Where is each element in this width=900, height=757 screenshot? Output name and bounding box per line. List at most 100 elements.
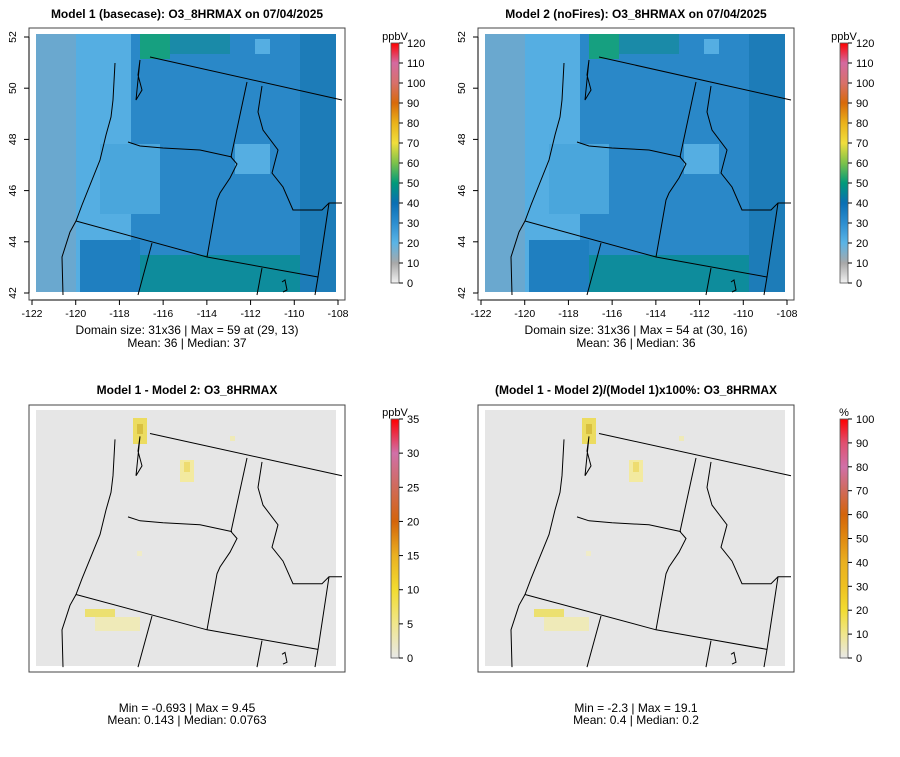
- id-wy-border: [314, 576, 330, 668]
- id-wy-border: [763, 202, 779, 296]
- colorbar: % 0 10 20 30 40 50 60 70 80 90 100: [839, 407, 874, 665]
- stats-line: Min = -0.693 | Max = 9.45: [119, 701, 256, 715]
- colorbar-tick-label: 110: [856, 58, 874, 70]
- southern-border: [524, 594, 768, 650]
- grid-cell-block: [184, 462, 190, 472]
- colorbar-tick-label: 110: [407, 58, 425, 70]
- canada-border: [598, 433, 792, 477]
- colorbar-tick-label: 50: [407, 178, 419, 190]
- colorbar-tick-label: 0: [407, 278, 413, 290]
- colorbar-tick-label: 120: [407, 38, 425, 50]
- colorbar-tick-label: 10: [856, 629, 868, 641]
- colorbar-tick-label: 30: [407, 218, 419, 230]
- wa-id-border: [230, 457, 248, 532]
- wa-id-border: [230, 81, 248, 158]
- x-tick-label: -116: [153, 308, 173, 320]
- x-tick-label: -112: [240, 308, 260, 320]
- colorbar-tick-label: 0: [407, 653, 413, 665]
- ca-nv-border: [137, 615, 153, 668]
- colorbar-tick-label: 20: [407, 238, 419, 250]
- panel-model1: Model 1 (basecase): O3_8HRMAX on 07/04/2…: [7, 7, 425, 350]
- x-tick-label: -110: [284, 308, 304, 320]
- nv-ut-border: [256, 640, 263, 668]
- salt-lake: [281, 651, 288, 665]
- x-tick-label: -116: [602, 308, 622, 320]
- colorbar-tick-label: 0: [856, 653, 862, 665]
- grid-cell-block: [534, 609, 564, 617]
- boundaries: [510, 56, 792, 296]
- nv-ut-border: [705, 640, 712, 668]
- colorbar: ppbV 0 10 20 30 40 50 60 70 80 90 100 110 120: [831, 31, 874, 290]
- x-tick-label: -108: [327, 308, 348, 320]
- grid-cell-block: [230, 436, 235, 441]
- grid-cell-block: [589, 34, 619, 59]
- stats-line: Domain size: 31x36 | Max = 54 at (30, 16…: [525, 323, 748, 337]
- x-axis: -122 -120 -118 -116 -114 -112 -110 -108: [21, 299, 349, 320]
- grid-cell-block: [100, 144, 160, 214]
- puget-sound: [135, 436, 143, 476]
- grid-cell-block: [749, 34, 785, 292]
- grid-cell-block: [549, 144, 609, 214]
- grid-cell-block: [95, 617, 140, 631]
- panel-title: Model 1 - Model 2: O3_8HRMAX: [97, 383, 278, 397]
- y-tick-label: 50: [7, 82, 19, 94]
- x-tick-label: -118: [109, 308, 129, 320]
- colorbar-tick-label: 100: [407, 78, 425, 90]
- panel-title: Model 2 (noFires): O3_8HRMAX on 07/04/20…: [505, 7, 767, 21]
- colorbar-tick-label: 20: [856, 238, 868, 250]
- grid-cell-block: [170, 34, 230, 54]
- grid-cell-block: [704, 39, 719, 54]
- colorbar-tick-label: 30: [856, 581, 868, 593]
- id-mt-border: [706, 461, 791, 585]
- colorbar-tick-label: 80: [407, 118, 419, 130]
- y-tick-label: 50: [456, 82, 468, 94]
- colorbar-gradient: [839, 42, 849, 284]
- grid-cell-block: [140, 34, 170, 59]
- colorbar-unit: ppbV: [382, 31, 408, 43]
- colorbar-tick-label: 20: [407, 516, 419, 528]
- grid-cell-block: [679, 436, 684, 441]
- boundaries: [510, 433, 792, 668]
- colorbar-tick-label: 70: [856, 138, 868, 150]
- grid-cell-block: [485, 34, 525, 292]
- or-id-border: [206, 531, 238, 630]
- colorbar-tick-label: 60: [407, 158, 419, 170]
- stats-line: Mean: 0.143 | Median: 0.0763: [107, 713, 267, 727]
- y-tick-label: 52: [456, 31, 468, 43]
- southern-border: [75, 594, 319, 650]
- panel-diff: Model 1 - Model 2: O3_8HRMAX Min = -0.693…: [28, 383, 419, 727]
- colorbar-tick-label: 60: [856, 158, 868, 170]
- salt-lake: [730, 279, 737, 293]
- stats-line: Domain size: 31x36 | Max = 59 at (29, 13…: [76, 323, 299, 337]
- panel-pctdiff: (Model 1 - Model 2)/(Model 1)x100%: O3_8…: [477, 383, 874, 727]
- colorbar-tick-label: 0: [856, 278, 862, 290]
- y-tick-label: 42: [7, 287, 19, 299]
- salt-lake: [730, 651, 737, 665]
- colorbar-gradient: [390, 418, 400, 659]
- y-tick-label: 48: [456, 133, 468, 145]
- grid-cell-block: [485, 410, 785, 666]
- colorbar-tick-label: 70: [856, 486, 868, 498]
- y-tick-label: 52: [7, 31, 19, 43]
- y-axis: 42 44 46 48 50 52: [456, 31, 479, 299]
- colorbar: ppbV 0 5 10 15 20 25 30 35: [382, 407, 419, 665]
- grid-cell-block: [85, 609, 115, 617]
- id-mt-border: [257, 85, 342, 211]
- y-tick-label: 44: [7, 236, 19, 248]
- colorbar-tick-label: 15: [407, 551, 419, 563]
- y-tick-label: 48: [7, 133, 19, 145]
- or-id-border: [655, 531, 687, 630]
- boundaries: [61, 56, 343, 296]
- colorbar-gradient: [390, 42, 400, 284]
- stats-line: Mean: 36 | Median: 36: [576, 336, 696, 350]
- coastline: [61, 62, 116, 296]
- colorbar-tick-label: 80: [856, 118, 868, 130]
- colorbar-tick-label: 30: [856, 218, 868, 230]
- grid-cell-block: [255, 39, 270, 54]
- canada-border: [149, 56, 343, 101]
- grid-cell-block: [633, 462, 639, 472]
- grid-cell-block: [529, 240, 589, 292]
- wa-or-border: [127, 141, 233, 158]
- id-mt-border: [706, 85, 791, 211]
- colorbar-tick-label: 90: [856, 438, 868, 450]
